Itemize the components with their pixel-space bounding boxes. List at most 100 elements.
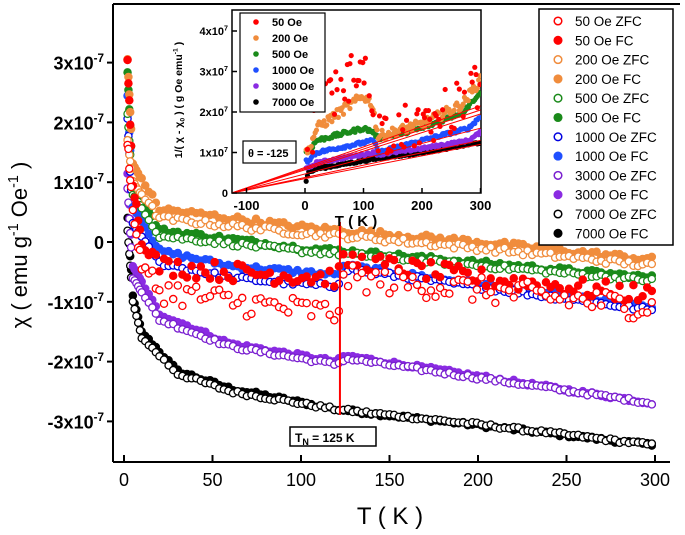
main-x-tick-label: 250 xyxy=(551,470,581,490)
inset-x-tick-label: 200 xyxy=(411,198,433,213)
data-point xyxy=(173,281,183,290)
main-y-tick-label: 2x10-7 xyxy=(54,112,104,134)
data-point xyxy=(339,250,348,259)
data-point xyxy=(523,277,532,287)
data-point xyxy=(348,250,357,259)
inset-data-point xyxy=(454,80,460,86)
inset-data-point xyxy=(415,107,421,113)
data-point xyxy=(564,301,574,310)
data-point xyxy=(320,299,330,309)
data-point xyxy=(412,280,422,290)
data-point xyxy=(125,157,135,166)
inset-data-point xyxy=(334,87,340,93)
data-point xyxy=(128,205,138,215)
data-point xyxy=(463,268,472,277)
data-point xyxy=(228,276,238,286)
data-point xyxy=(422,293,431,303)
tn-label: TN = 125 K xyxy=(295,431,355,447)
inset-data-point xyxy=(335,114,341,120)
inset-data-point xyxy=(421,115,428,121)
inset-data-point xyxy=(324,122,330,128)
data-point xyxy=(578,275,588,284)
data-point xyxy=(151,309,161,318)
data-point xyxy=(214,275,224,285)
main-legend-box xyxy=(538,8,674,246)
data-point xyxy=(237,293,247,303)
data-point xyxy=(426,258,436,267)
legend-marker xyxy=(553,132,563,142)
data-point xyxy=(205,291,215,301)
data-point xyxy=(302,298,311,308)
data-point xyxy=(463,277,472,286)
data-point xyxy=(325,310,334,319)
legend-label: 50 Oe FC xyxy=(575,33,634,48)
data-point xyxy=(274,276,284,286)
data-point xyxy=(509,293,519,302)
data-point xyxy=(647,286,657,296)
inset-y-tick-label: 1x107 xyxy=(200,146,228,160)
inset-data-point xyxy=(376,113,383,119)
inset-legend-label: 50 Oe xyxy=(272,17,302,29)
inset-data-point xyxy=(428,129,434,135)
data-point xyxy=(164,281,173,290)
inset-data-point xyxy=(346,98,352,104)
data-point xyxy=(619,304,629,314)
inset-chart: 0 1x107 2x107 3x107 4x107 -100 0 100 200 300 T ( K… xyxy=(173,9,491,230)
legend-marker xyxy=(553,190,563,200)
inset-data-point xyxy=(474,85,480,91)
data-point xyxy=(647,400,657,409)
data-point xyxy=(191,282,201,292)
main-y-tick-label: -1x10-7 xyxy=(48,291,104,313)
legend-label: 1000 Oe ZFC xyxy=(575,130,657,145)
data-point xyxy=(472,285,482,294)
data-point xyxy=(399,272,408,282)
inset-data-point xyxy=(379,120,385,127)
inset-legend-label: 1000 Oe xyxy=(272,65,314,77)
data-point xyxy=(422,274,431,284)
data-point xyxy=(148,303,157,312)
data-point xyxy=(601,277,611,286)
data-point xyxy=(486,242,495,252)
inset-legend-marker xyxy=(253,83,259,89)
theta-box xyxy=(242,140,297,164)
data-point xyxy=(573,281,583,290)
inset-data-point xyxy=(473,71,479,78)
data-point xyxy=(320,279,330,289)
inset-plot-area xyxy=(232,52,481,193)
data-point xyxy=(334,306,344,316)
data-point xyxy=(592,247,601,256)
legend-label: 7000 Oe ZFC xyxy=(575,207,657,222)
inset-series-1000-oe xyxy=(303,114,481,165)
inset-data-point xyxy=(460,101,466,107)
inset-data-point xyxy=(425,107,432,114)
main-y-tick-label: 3x10-7 xyxy=(54,52,104,74)
inset-data-point xyxy=(333,69,339,75)
legend-label: 7000 Oe FC xyxy=(575,226,649,241)
inset-data-point xyxy=(468,70,474,76)
main-y-tick-label: -3x10-7 xyxy=(48,411,104,433)
inset-data-point xyxy=(447,129,453,135)
data-point xyxy=(642,308,652,317)
inset-data-point xyxy=(472,64,478,70)
inset-data-point xyxy=(469,79,475,85)
inset-data-point xyxy=(403,117,410,123)
data-point xyxy=(403,283,413,292)
inset-data-point xyxy=(329,90,335,96)
data-point xyxy=(555,283,565,293)
inset-legend-box xyxy=(239,12,326,113)
inset-data-point xyxy=(311,134,317,140)
inset-data-point xyxy=(461,89,468,95)
data-point xyxy=(389,255,399,265)
inset-data-point xyxy=(303,178,309,184)
data-point xyxy=(302,272,311,281)
data-point xyxy=(148,190,157,199)
main-legend: 50 Oe ZFC 50 Oe FC 200 Oe ZFC 200 Oe FC 500 … xyxy=(538,8,674,246)
data-point xyxy=(155,267,164,276)
data-point xyxy=(615,281,624,291)
main-y-axis-label: χ ( emu g-1 Oe-1 ) xyxy=(6,162,32,329)
inset-legend-marker xyxy=(253,35,259,41)
tn-annotation: TN = 125 K xyxy=(289,426,377,447)
inset-data-point xyxy=(400,127,406,133)
data-point xyxy=(125,120,135,130)
inset-fit-line xyxy=(232,105,481,193)
